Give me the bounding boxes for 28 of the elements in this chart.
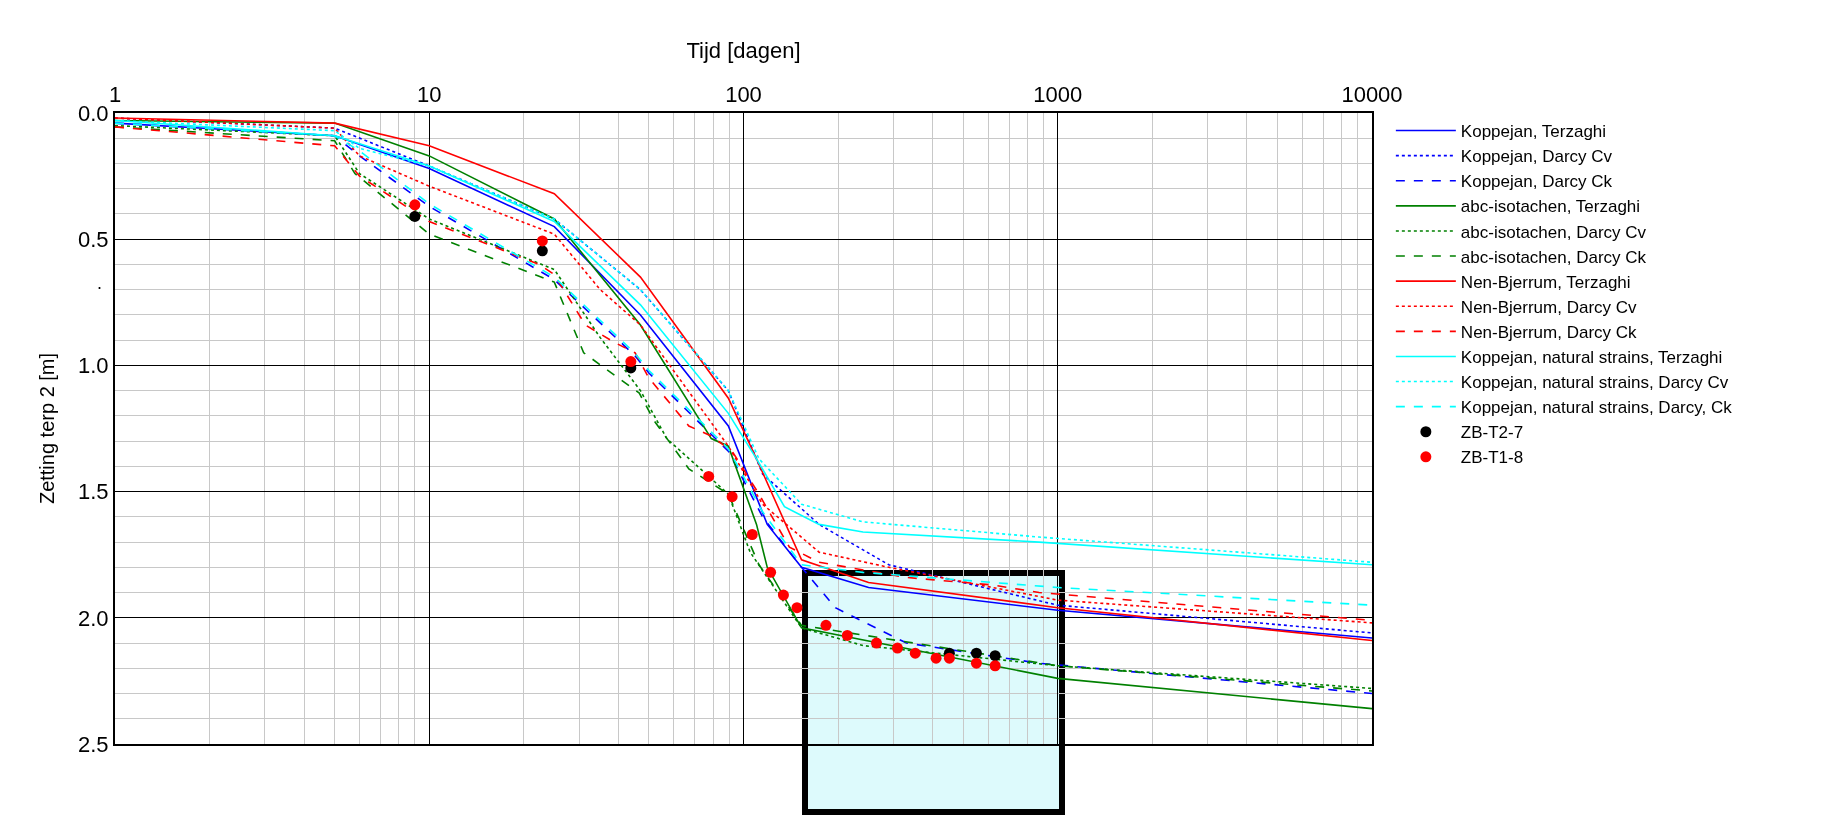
legend-label: Koppejan, Terzaghi [1460, 122, 1607, 142]
y-axis-title: Zetting terp 2 [m] [36, 352, 59, 505]
x-tick-label: 100 [725, 82, 762, 108]
y-tick-label: 2.5 [78, 731, 109, 757]
legend-label: Koppejan, Darcy Cv [1460, 147, 1613, 167]
x-axis-title: Tijd [dagen] [686, 37, 801, 63]
legend-label: ZB-T1-8 [1460, 448, 1524, 468]
legend-label: ZB-T2-7 [1460, 423, 1524, 443]
text: . [97, 273, 103, 293]
legend-label: abc-isotachen, Darcy Ck [1460, 247, 1647, 267]
legend-label: Koppejan, natural strains, Darcy, Ck [1460, 398, 1733, 418]
legend-label: Koppejan, Darcy Ck [1460, 172, 1613, 192]
x-tick-label: 10000 [1341, 82, 1403, 108]
legend-label: Koppejan, natural strains, Darcy Cv [1460, 373, 1729, 393]
legend-label: Nen-Bjerrum, Darcy Cv [1460, 297, 1638, 317]
legend-label: Nen-Bjerrum, Terzaghi [1460, 272, 1631, 292]
x-tick-label: 1000 [1033, 82, 1083, 108]
legend-label: Koppejan, natural strains, Terzaghi [1460, 348, 1723, 368]
y-tick-label: 1.5 [78, 479, 109, 505]
y-tick-label: 0.5 [78, 226, 109, 252]
legend-label: Nen-Bjerrum, Darcy Ck [1460, 322, 1638, 342]
legend-label: abc-isotachen, Terzaghi [1460, 197, 1641, 217]
y-tick-label: 0.0 [78, 100, 109, 126]
x-tick-label: 1 [108, 82, 122, 108]
x-tick-label: 10 [417, 82, 442, 108]
legend-label: abc-isotachen, Darcy Cv [1460, 222, 1647, 242]
y-tick-label: 2.0 [78, 605, 109, 631]
y-tick-label: 1.0 [78, 353, 109, 379]
